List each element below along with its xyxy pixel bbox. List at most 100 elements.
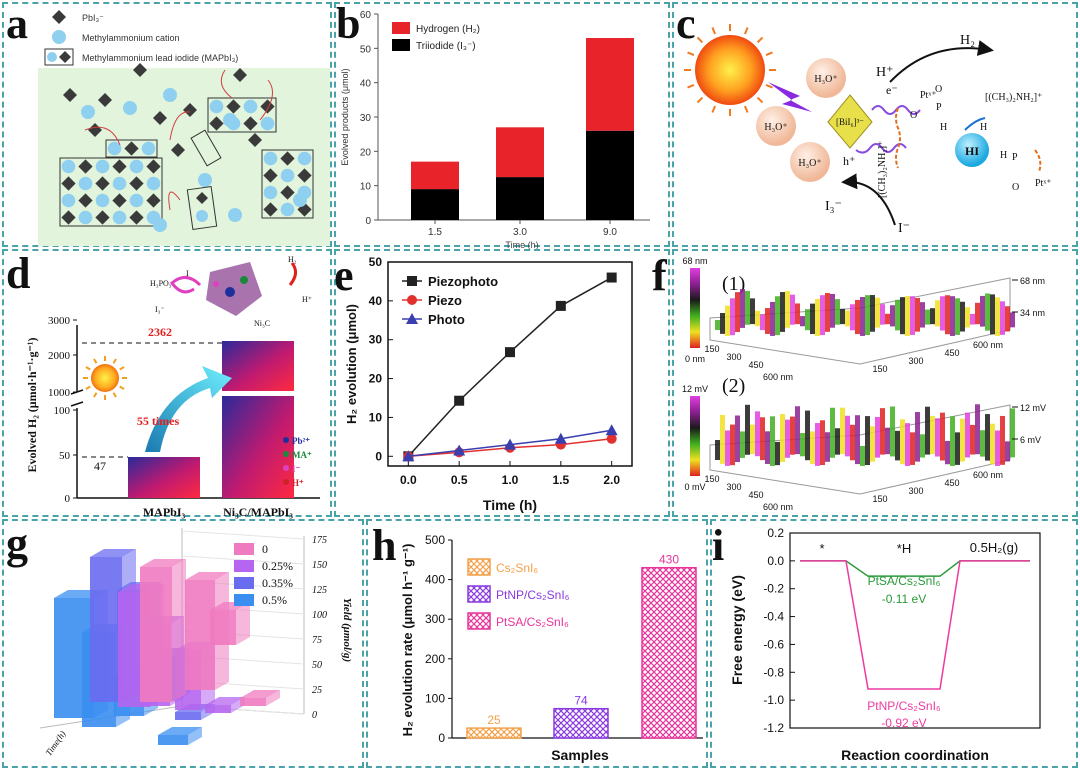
surface-strip [735,292,740,333]
y-tick-label: 1000 [48,387,71,399]
sun-ray [711,105,716,113]
series-name-ptnp: PtNP/Cs₂SnI₆ [867,699,941,713]
surface-strip [855,415,860,465]
state-label-2: 0.5H₂(g) [970,540,1018,555]
i3-label: I₃⁻ [825,199,842,214]
sun-ray [85,385,91,390]
surface-strip [755,411,760,457]
legend-marker [406,313,418,324]
y-tick-label: 20 [369,372,383,386]
legend-swatch [234,543,254,555]
ma-cation [95,193,110,208]
surface-strip [960,301,965,332]
surface-strip [945,295,950,335]
ma-cation [263,185,278,200]
grid-line [181,530,305,540]
panel-f [672,249,1078,517]
lattice-block [105,139,158,158]
surface-strip [950,296,955,336]
free-cell [186,185,218,231]
surface-strip [715,320,720,330]
pbi3-diamond [146,193,161,208]
map-tag: (1) [722,273,745,295]
ma-cation [95,159,110,174]
surface-strip [785,291,790,328]
pbi3-diamond [112,159,127,174]
data-point [554,432,567,444]
surface-strip [725,305,730,336]
scale-top-label: 12 mV [682,384,708,394]
energy-path [800,560,1030,690]
legend-d-text: Pb²⁺ [292,436,310,446]
x-axis-label: Samples [551,747,609,763]
y-tick-label: 40 [369,294,383,308]
ma-cation [61,159,76,174]
y-tick-label: -1.0 [763,693,784,707]
pbi3-diamond [112,193,127,208]
h2-label: H₂ [960,33,975,48]
surface-strip [760,314,765,331]
surface-strip [975,404,980,455]
z-mid-label: 6 mV [1020,435,1041,445]
surface-strip [900,419,905,465]
h-label-1: H [940,122,947,133]
diamond-icon [52,10,66,24]
reaction-arrow [84,126,121,146]
pbi3-diamond [183,103,197,117]
surface-strip [730,424,735,466]
legend-d-text: MA⁺ [292,450,312,460]
y-tick-label: 200 [425,652,445,666]
y-tick-label: 2000 [48,350,71,362]
z-tick-label: 150 [312,560,327,571]
bar-3d-side [236,602,250,645]
sun-ray [112,358,117,364]
ma-cation [223,113,237,127]
y-tick-label: 0 [375,449,382,463]
surface-strip [860,445,865,466]
z-tick-label: 50 [312,660,322,671]
y-tick-label: 0 [365,216,371,227]
panel-i [710,519,1078,768]
y-axis-label: Evolved products (μmol) [340,68,350,165]
o-label-3: O [1012,182,1019,193]
surface-strip [815,423,820,466]
pbi3-diamond [95,176,110,191]
sun-ray [756,36,764,44]
surface-strip [805,309,810,331]
panel-c-label: c [676,0,696,48]
electron-transfer-wave [871,105,921,115]
legend-dot [283,437,289,443]
value-label-low: 47 [94,459,106,473]
surface-strip [1010,312,1015,328]
legend-swatch [392,39,410,51]
surface-strip [850,424,855,461]
sun-ray [93,358,98,364]
surface-strip [780,414,785,462]
legend-b-text: Triiodide (I₃⁻) [416,41,476,52]
z-tick-label: 0 [312,710,317,721]
ma-cation [198,173,212,187]
axis-left-label: 600 nm [763,372,793,382]
ma-cation [112,176,127,191]
pbi3-diamond [146,159,161,174]
bar-segment [496,127,544,178]
y-tick-label: -0.8 [763,665,784,679]
y-tick-label: 0 [438,731,445,745]
panel-d-label: d [6,249,31,298]
increase-arrow [145,366,232,452]
surface-strip [970,424,975,455]
y-tick-label: 60 [360,10,372,21]
surface-strip [770,301,775,336]
ma-cation [123,101,137,115]
pbi3-diamond [129,210,144,225]
legend-dot [283,451,289,457]
pbi3-diamond [153,111,167,125]
sun-ray [765,51,773,56]
iminus-label: I⁻ [898,221,910,236]
surface-strip [855,299,860,335]
ma-atom [240,276,248,284]
hbond-dash [1034,149,1042,173]
